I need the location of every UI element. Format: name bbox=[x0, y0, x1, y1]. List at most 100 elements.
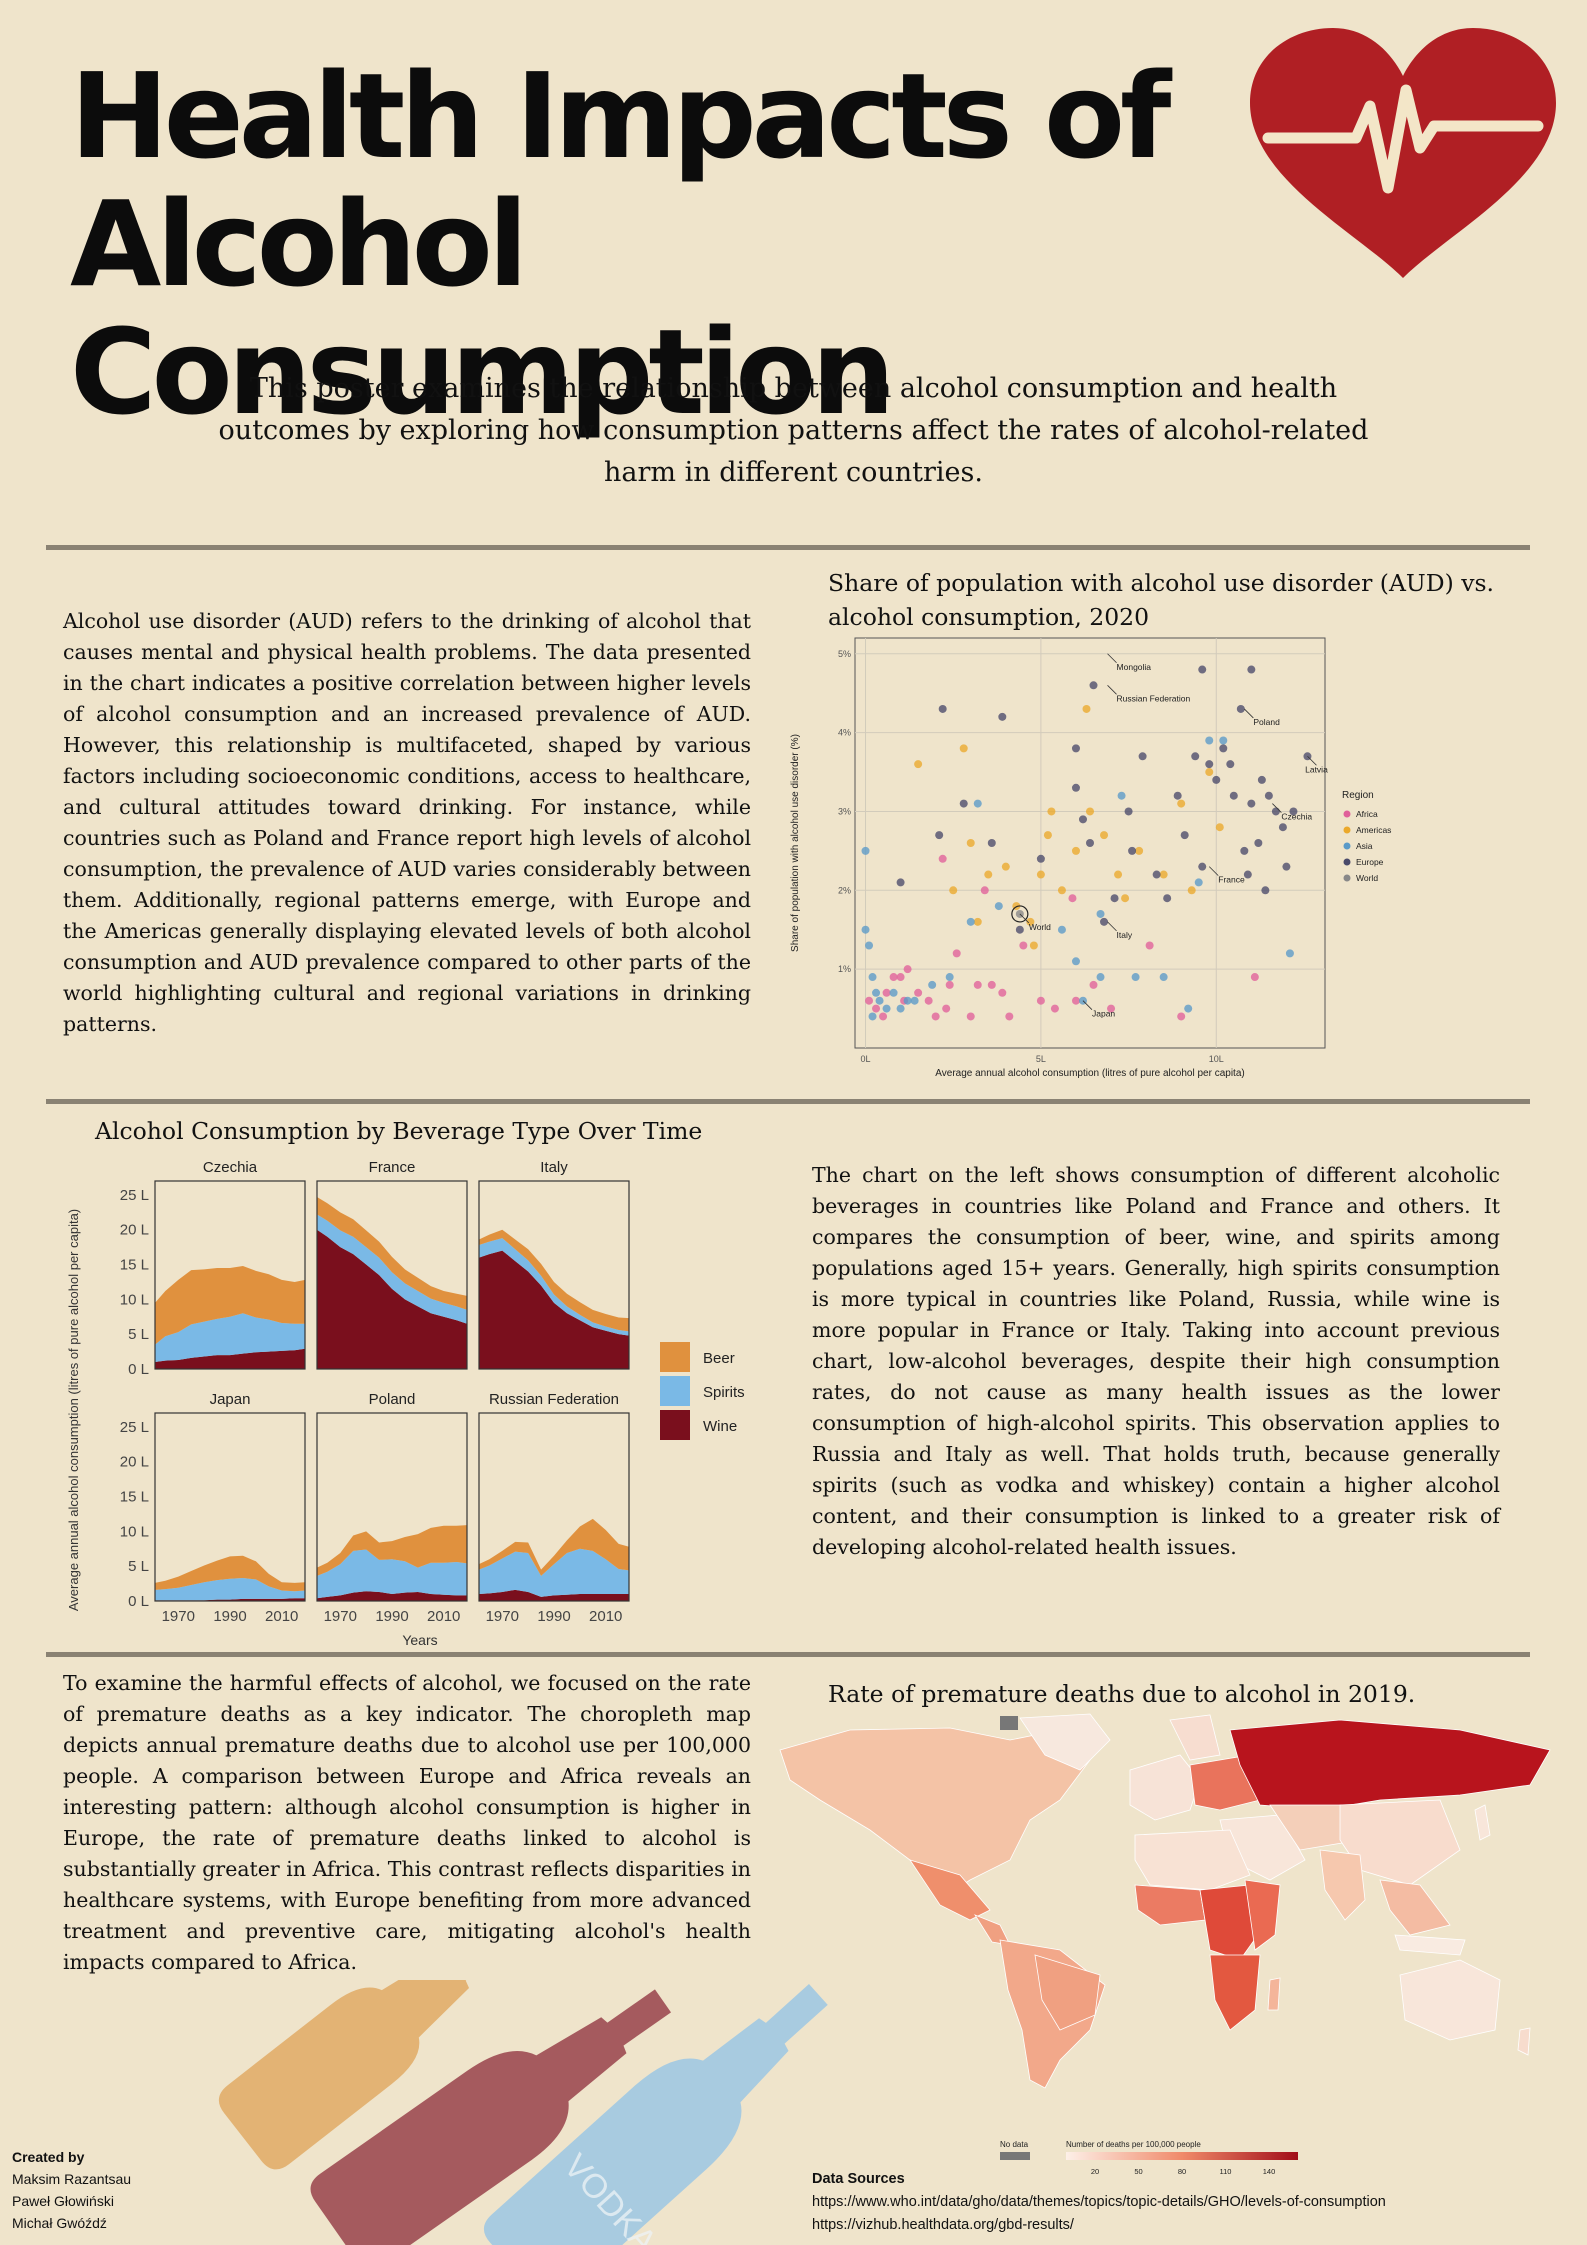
point-annotation: Italy bbox=[1117, 930, 1133, 940]
map-japan bbox=[1474, 1804, 1491, 1841]
legend-swatch bbox=[1343, 810, 1351, 818]
scatter-point-europe bbox=[1240, 846, 1249, 855]
divider bbox=[46, 1099, 1530, 1104]
scatter-point-americas bbox=[959, 744, 968, 753]
scatter-point-americas bbox=[973, 917, 982, 926]
legend-title: Number of deaths per 100,000 people bbox=[1066, 2140, 1201, 2149]
y-axis-label: Share of population with alcohol use dis… bbox=[790, 734, 801, 952]
map-east-africa bbox=[1244, 1879, 1281, 1951]
area-title: Alcohol Consumption by Beverage Type Ove… bbox=[95, 1117, 703, 1145]
scatter-point-americas bbox=[1057, 886, 1066, 895]
x-tick-label: 5L bbox=[1036, 1054, 1046, 1064]
scatter-point-asia bbox=[994, 902, 1003, 911]
scatter-point-africa bbox=[945, 980, 954, 989]
author-name: Maksim Razantsau bbox=[12, 2171, 132, 2187]
source-link[interactable]: https://www.who.int/data/gho/data/themes… bbox=[812, 2194, 1386, 2210]
scatter-point-americas bbox=[1121, 894, 1130, 903]
scatter-point-asia bbox=[861, 925, 870, 934]
legend-gradient bbox=[1066, 2152, 1298, 2160]
map-australia bbox=[1399, 1959, 1501, 2041]
scatter-point-africa bbox=[1005, 1012, 1014, 1021]
scatter-point-asia bbox=[1184, 1004, 1193, 1013]
scatter-point-asia bbox=[868, 1012, 877, 1021]
scatter-point-asia bbox=[928, 980, 937, 989]
scatter-point-europe bbox=[1236, 704, 1245, 713]
scatter-point-asia bbox=[896, 1004, 905, 1013]
legend-label: Wine bbox=[703, 1418, 737, 1435]
scatter-point-americas bbox=[1187, 886, 1196, 895]
title-line-2: Alcohol Consumption bbox=[70, 175, 895, 441]
scatter-point-europe bbox=[1071, 744, 1080, 753]
x-tick-label: 1990 bbox=[537, 1608, 570, 1625]
scatter-point-americas bbox=[1135, 846, 1144, 855]
legend-label: Beer bbox=[703, 1350, 735, 1367]
beverage-area-charts: Czechia 0 L 5 L 10 L 15 L 20 L 25 L France Italy… bbox=[66, 1159, 745, 1648]
x-tick-label: 1990 bbox=[213, 1608, 246, 1625]
scatter-point-europe bbox=[1219, 744, 1228, 753]
source-link[interactable]: https://vizhub.healthdata.org/gbd-result… bbox=[812, 2217, 1074, 2233]
credits-label: Created by bbox=[12, 2149, 85, 2165]
annotation-leader bbox=[1208, 866, 1219, 876]
legend-swatch bbox=[660, 1342, 690, 1372]
page-title: Health Impacts of Alcohol Consumption bbox=[70, 52, 1270, 436]
x-tick-label: 1990 bbox=[375, 1608, 408, 1625]
scatter-point-africa bbox=[889, 973, 898, 982]
scatter-point-africa bbox=[1250, 973, 1259, 982]
map-greenland bbox=[1019, 1713, 1111, 1771]
scatter-point-europe bbox=[938, 704, 947, 713]
scatter-point-africa bbox=[1089, 980, 1098, 989]
scatter-point-africa bbox=[865, 996, 874, 1005]
area-wine bbox=[317, 1591, 467, 1601]
y-tick-label: 10 L bbox=[120, 1523, 149, 1540]
area-beer bbox=[155, 1265, 305, 1345]
y-tick-label: 15 L bbox=[120, 1257, 149, 1274]
x-tick-label: 2010 bbox=[427, 1608, 460, 1625]
scatter-point-americas bbox=[1026, 917, 1035, 926]
y-tick-label: 1% bbox=[838, 964, 851, 974]
scatter-point-europe bbox=[1247, 665, 1256, 674]
scatter-point-europe bbox=[1271, 807, 1280, 816]
annotation-leader bbox=[1082, 1000, 1093, 1010]
scatter-point-africa bbox=[966, 1012, 975, 1021]
annotation-leader bbox=[1107, 653, 1117, 664]
annotation-leader bbox=[1019, 913, 1030, 924]
legend-swatch bbox=[660, 1410, 690, 1440]
panel-title: Italy bbox=[540, 1159, 568, 1176]
scatter-point-africa bbox=[1050, 1004, 1059, 1013]
area-spirits bbox=[479, 1238, 629, 1336]
scatter-point-europe bbox=[1289, 807, 1298, 816]
area-spirits bbox=[155, 1313, 305, 1363]
legend-label: Americas bbox=[1356, 825, 1391, 835]
scatter-point-asia bbox=[903, 996, 912, 1005]
y-tick-label: 4% bbox=[838, 728, 851, 738]
scatter-point-americas bbox=[1082, 704, 1091, 713]
vodka-bottle-icon bbox=[483, 1984, 828, 2245]
legend-swatch bbox=[1343, 826, 1351, 834]
y-tick-label: 5% bbox=[838, 649, 851, 659]
y-tick-label: 20 L bbox=[120, 1454, 149, 1471]
scatter-point-europe bbox=[896, 878, 905, 887]
beer-bottle-icon bbox=[218, 1980, 512, 2170]
y-tick-label: 25 L bbox=[120, 1187, 149, 1204]
title-line-1: Health Impacts of bbox=[70, 47, 1171, 185]
scatter-point-asia bbox=[861, 846, 870, 855]
point-annotation: World bbox=[1029, 922, 1051, 932]
y-axis-label: Average annual alcohol consumption (litr… bbox=[66, 1209, 81, 1611]
scatter-point-europe bbox=[1071, 783, 1080, 792]
legend-tick-label: 110 bbox=[1220, 2167, 1232, 2176]
legend-swatch bbox=[660, 1376, 690, 1406]
scatter-point-africa bbox=[914, 988, 923, 997]
map-southeast-asia bbox=[1379, 1879, 1451, 1936]
legend-tick-label: 140 bbox=[1263, 2167, 1276, 2176]
legend-title: Region bbox=[1342, 790, 1374, 801]
panel-frame bbox=[478, 1412, 630, 1602]
map-europe-west bbox=[1129, 1754, 1201, 1821]
data-sources: Data Sources https://www.who.int/data/gh… bbox=[812, 2168, 1386, 2237]
x-axis-label: Years bbox=[402, 1632, 437, 1648]
panel-title: France bbox=[369, 1159, 416, 1176]
aud-scatter-chart: 0L 5L 10L 1% 2% 3% 4% 5% Average annual alcohol … bbox=[790, 637, 1391, 1079]
deaths-text: To examine the harmful effects of alcoho… bbox=[63, 1671, 751, 1974]
scatter-point-asia bbox=[868, 973, 877, 982]
point-annotation: Mongolia bbox=[1117, 662, 1152, 672]
world-choropleth-map bbox=[779, 1713, 1551, 2089]
